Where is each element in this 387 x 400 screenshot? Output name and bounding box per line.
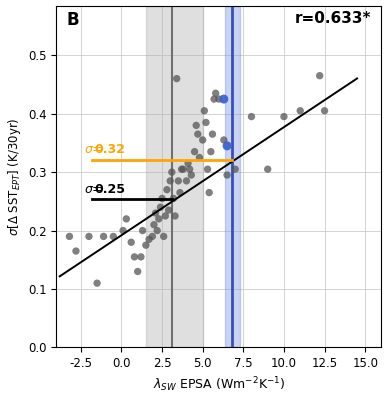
Point	[170, 195, 176, 202]
Point	[221, 137, 227, 143]
Point	[169, 169, 175, 175]
Point	[172, 213, 178, 219]
Point	[101, 233, 107, 240]
Point	[110, 233, 116, 240]
Bar	[146, 6, 203, 348]
Point	[178, 166, 185, 172]
Point	[135, 268, 141, 275]
Point	[146, 236, 152, 242]
Text: $\sigma$=: $\sigma$=	[84, 144, 103, 156]
Point	[180, 166, 186, 172]
Point	[166, 207, 172, 213]
Point	[131, 254, 137, 260]
Point	[66, 233, 72, 240]
Point	[156, 216, 162, 222]
Point	[211, 96, 217, 102]
Point	[297, 108, 303, 114]
Point	[221, 96, 227, 102]
Point	[208, 148, 214, 155]
Point	[183, 178, 190, 184]
Bar	[226, 6, 240, 348]
Y-axis label: $\sigma$[$\Delta$ SST$_{EPT}$] (K/30yr): $\sigma$[$\Delta$ SST$_{EPT}$] (K/30yr)	[5, 117, 22, 236]
Point	[152, 210, 159, 216]
Point	[188, 172, 194, 178]
Point	[174, 76, 180, 82]
Point	[159, 195, 165, 202]
Point	[201, 108, 207, 114]
Point	[204, 166, 211, 172]
X-axis label: $\lambda_{SW}$ EPSA (Wm$^{-2}$K$^{-1}$): $\lambda_{SW}$ EPSA (Wm$^{-2}$K$^{-1}$)	[153, 376, 285, 394]
Point	[206, 189, 212, 196]
Point	[192, 148, 198, 155]
Point	[86, 233, 92, 240]
Point	[123, 216, 129, 222]
Text: 0.32: 0.32	[94, 144, 125, 156]
Point	[162, 213, 168, 219]
Point	[203, 119, 209, 126]
Point	[149, 233, 156, 240]
Point	[224, 143, 230, 149]
Text: B: B	[66, 11, 79, 29]
Point	[139, 227, 146, 234]
Text: r=0.633*: r=0.633*	[295, 11, 372, 26]
Point	[196, 154, 202, 161]
Point	[281, 114, 287, 120]
Point	[248, 114, 255, 120]
Point	[167, 178, 173, 184]
Point	[164, 186, 170, 193]
Point	[265, 166, 271, 172]
Point	[128, 239, 134, 246]
Point	[212, 90, 219, 96]
Point	[193, 122, 199, 128]
Text: 0.25: 0.25	[94, 183, 125, 196]
Point	[94, 280, 100, 286]
Point	[317, 72, 323, 79]
Point	[322, 108, 328, 114]
Point	[232, 166, 238, 172]
Point	[177, 189, 183, 196]
Point	[185, 160, 191, 166]
Point	[73, 248, 79, 254]
Point	[209, 131, 216, 137]
Point	[195, 131, 201, 137]
Point	[143, 242, 149, 248]
Point	[187, 166, 193, 172]
Point	[154, 227, 160, 234]
Point	[216, 96, 222, 102]
Point	[120, 227, 126, 234]
Point	[161, 233, 167, 240]
Text: $\sigma$=: $\sigma$=	[84, 183, 103, 196]
Point	[224, 172, 230, 178]
Point	[138, 254, 144, 260]
Point	[151, 222, 157, 228]
Point	[158, 204, 164, 210]
Point	[175, 178, 182, 184]
Point	[200, 137, 206, 143]
